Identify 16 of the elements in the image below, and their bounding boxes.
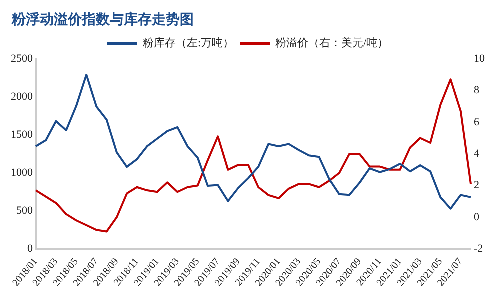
y-tick-label: 2500 — [11, 52, 34, 65]
y2-tick-label: 6 — [474, 116, 480, 128]
y-tick-label: 500 — [16, 205, 34, 218]
y2-tick-label: 10 — [474, 52, 486, 65]
y2-tick-label: 4 — [474, 148, 480, 160]
chart-title: 粉浮动溢价指数与库存走势图 — [10, 10, 195, 30]
y-tick-label: 2000 — [11, 90, 34, 103]
y-tick-label: 1000 — [11, 166, 34, 179]
y2-tick-label: 0 — [474, 211, 480, 224]
y-tick-label: 0 — [28, 243, 34, 256]
legend-label: 粉库存（左:万吨） — [142, 36, 234, 50]
y-tick-label: 1500 — [11, 128, 34, 141]
y2-tick-label: 8 — [474, 84, 480, 97]
legend-label: 粉溢价（右：美元/吨） — [276, 36, 389, 50]
y2-tick-label: 2 — [474, 180, 480, 192]
y2-tick-label: -2 — [474, 243, 484, 256]
